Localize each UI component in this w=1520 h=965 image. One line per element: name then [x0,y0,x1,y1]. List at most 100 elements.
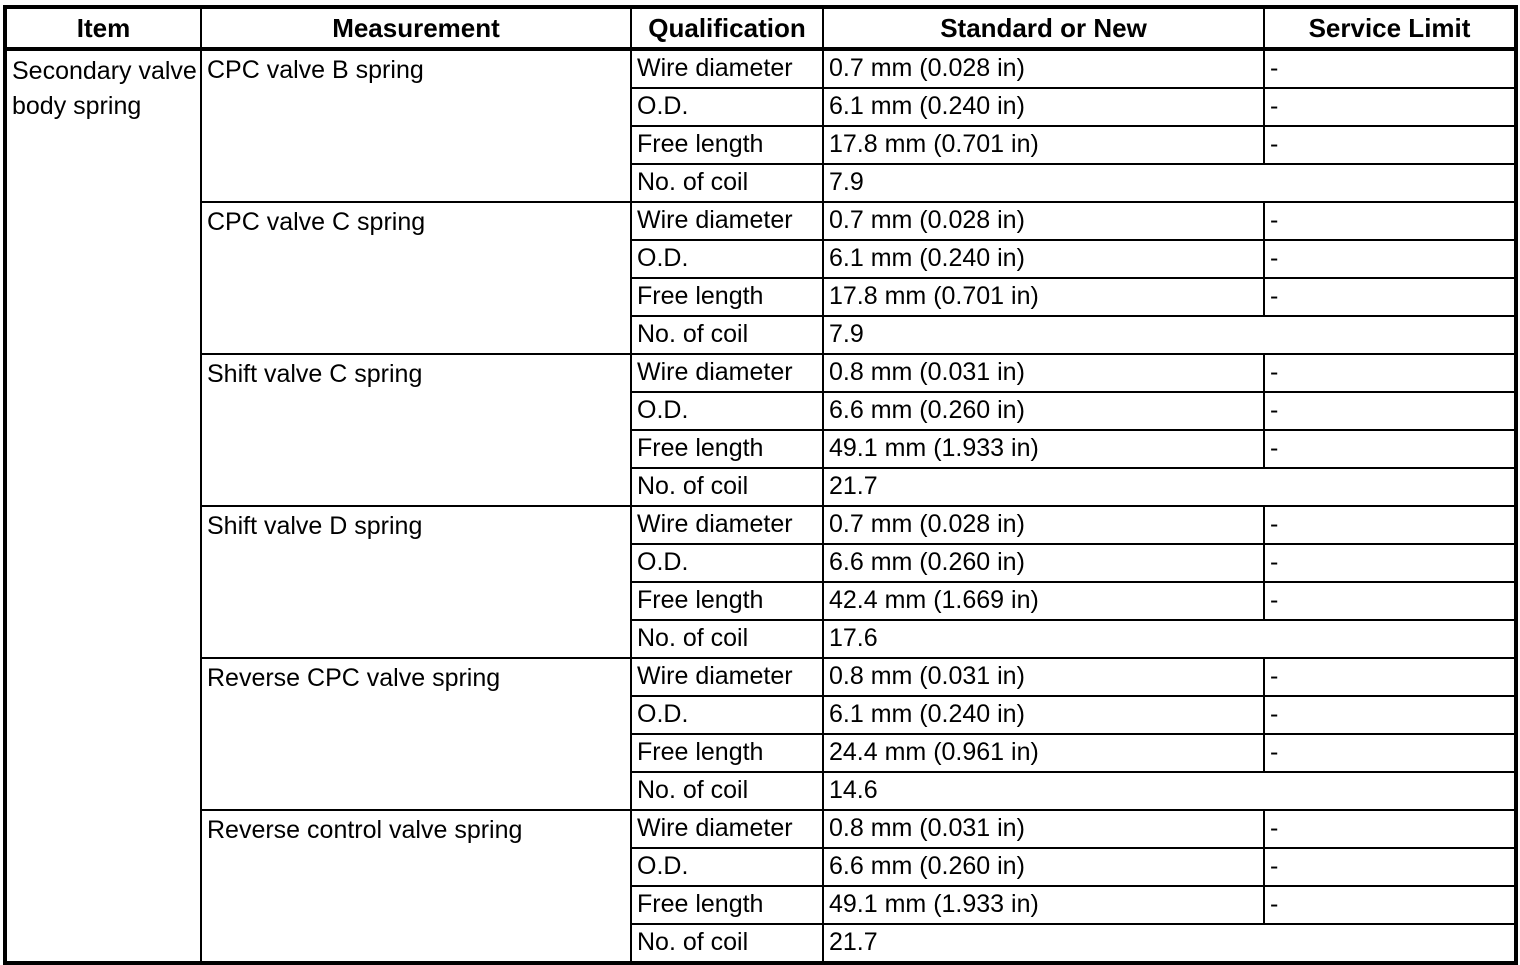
table-row: No. of coil 21.7 [5,467,1517,507]
service-limit-cell: - [1263,885,1517,925]
service-limit-cell: - [1263,581,1517,621]
qualification-cell: No. of coil [630,315,824,355]
table-row: Free length 17.8 mm (0.701 in) - [5,125,1517,165]
table-row: O.D. 6.1 mm (0.240 in) - [5,87,1517,127]
measurement-cell: CPC valve B spring [200,48,632,203]
standard-cell: 0.7 mm (0.028 in) [822,201,1265,241]
qualification-cell: Free length [630,429,824,469]
qualification-cell: Free length [630,733,824,773]
service-limit-cell: - [1263,201,1517,241]
qualification-cell: Wire diameter [630,505,824,545]
qualification-cell: Wire diameter [630,657,824,697]
table-row: CPC valve C spring Wire diameter 0.7 mm … [5,201,1517,355]
spec-table-container: Item Measurement Qualification Standard … [3,5,1518,965]
qualification-cell: O.D. [630,391,824,431]
measurement-cell: Shift valve D spring [200,505,632,659]
header-row: Item Measurement Qualification Standard … [4,5,1517,51]
qualification-cell: Free length [630,125,824,165]
service-limit-cell: - [1263,48,1517,89]
standard-cell: 14.6 [822,771,1517,811]
service-limit-cell: - [1263,543,1517,583]
standard-cell: 0.7 mm (0.028 in) [822,48,1265,89]
table-row: Free length 42.4 mm (1.669 in) - [5,581,1517,621]
table-row: Free length 17.8 mm (0.701 in) - [5,277,1517,317]
service-limit-cell: - [1263,239,1517,279]
item-cell: Secondary valve body spring [4,48,202,964]
standard-cell: 0.8 mm (0.031 in) [822,353,1265,393]
standard-cell: 0.8 mm (0.031 in) [822,809,1265,849]
table-row: O.D. 6.6 mm (0.260 in) - [5,543,1517,583]
standard-cell: 6.6 mm (0.260 in) [822,543,1265,583]
table-row: No. of coil 7.9 [5,163,1517,203]
qualification-cell: O.D. [630,543,824,583]
standard-cell: 21.7 [822,923,1517,964]
measurement-cell: CPC valve C spring [200,201,632,355]
standard-cell: 17.8 mm (0.701 in) [822,125,1265,165]
qualification-cell: O.D. [630,847,824,887]
qualification-cell: Free length [630,581,824,621]
table-row: Shift valve C spring Wire diameter 0.8 m… [5,353,1517,507]
table-row: Free length 24.4 mm (0.961 in) - [5,733,1517,773]
service-limit-cell: - [1263,809,1517,849]
table-row: No. of coil 17.6 [5,619,1517,659]
table-row: O.D. 6.6 mm (0.260 in) - [5,847,1517,887]
table-row: Shift valve D spring Wire diameter 0.7 m… [5,505,1517,659]
standard-cell: 6.1 mm (0.240 in) [822,87,1265,127]
standard-cell: 42.4 mm (1.669 in) [822,581,1265,621]
qualification-cell: Free length [630,885,824,925]
service-limit-cell: - [1263,353,1517,393]
col-header-qualification: Qualification [630,5,824,51]
standard-cell: 24.4 mm (0.961 in) [822,733,1265,773]
table-row: Free length 49.1 mm (1.933 in) - [5,885,1517,925]
standard-cell: 6.1 mm (0.240 in) [822,239,1265,279]
service-limit-cell: - [1263,125,1517,165]
table-row: O.D. 6.1 mm (0.240 in) - [5,239,1517,279]
standard-cell: 49.1 mm (1.933 in) [822,429,1265,469]
qualification-cell: Wire diameter [630,809,824,849]
col-header-measurement: Measurement [200,5,632,51]
table-row: Free length 49.1 mm (1.933 in) - [5,429,1517,469]
qualification-cell: O.D. [630,695,824,735]
standard-cell: 6.6 mm (0.260 in) [822,391,1265,431]
standard-cell: 7.9 [822,163,1517,203]
spring-spec-table: Item Measurement Qualification Standard … [3,5,1518,965]
measurement-cell: Reverse CPC valve spring [200,657,632,811]
table-row: O.D. 6.1 mm (0.240 in) - [5,695,1517,735]
service-limit-cell: - [1263,277,1517,317]
qualification-cell: O.D. [630,239,824,279]
standard-cell: 0.8 mm (0.031 in) [822,657,1265,697]
standard-cell: 0.7 mm (0.028 in) [822,505,1265,545]
col-header-item: Item [4,5,202,51]
col-header-standard: Standard or New [822,5,1265,51]
service-limit-cell: - [1263,695,1517,735]
qualification-cell: Wire diameter [630,201,824,241]
table-row: No. of coil 14.6 [5,771,1517,811]
qualification-cell: Free length [630,277,824,317]
table-row: Secondary valve body spring CPC valve B … [4,48,1517,964]
col-header-service-limit: Service Limit [1263,5,1517,51]
standard-cell: 17.8 mm (0.701 in) [822,277,1265,317]
service-limit-cell: - [1263,429,1517,469]
service-limit-cell: - [1263,391,1517,431]
qualification-cell: O.D. [630,87,824,127]
service-limit-cell: - [1263,657,1517,697]
service-limit-cell: - [1263,505,1517,545]
service-limit-cell: - [1263,847,1517,887]
qualification-cell: Wire diameter [630,353,824,393]
table-row: Reverse control valve spring Wire diamet… [5,809,1517,964]
service-limit-cell: - [1263,87,1517,127]
measurement-cell: Reverse control valve spring [200,809,632,964]
standard-cell: 49.1 mm (1.933 in) [822,885,1265,925]
qualification-cell: Wire diameter [630,48,824,89]
qualification-cell: No. of coil [630,467,824,507]
qualification-cell: No. of coil [630,619,824,659]
standard-cell: 21.7 [822,467,1517,507]
standard-cell: 17.6 [822,619,1517,659]
table-row: O.D. 6.6 mm (0.260 in) - [5,391,1517,431]
service-limit-cell: - [1263,733,1517,773]
qualification-cell: No. of coil [630,163,824,203]
qualification-cell: No. of coil [630,771,824,811]
qualification-cell: No. of coil [630,923,824,964]
standard-cell: 7.9 [822,315,1517,355]
table-row: No. of coil 7.9 [5,315,1517,355]
